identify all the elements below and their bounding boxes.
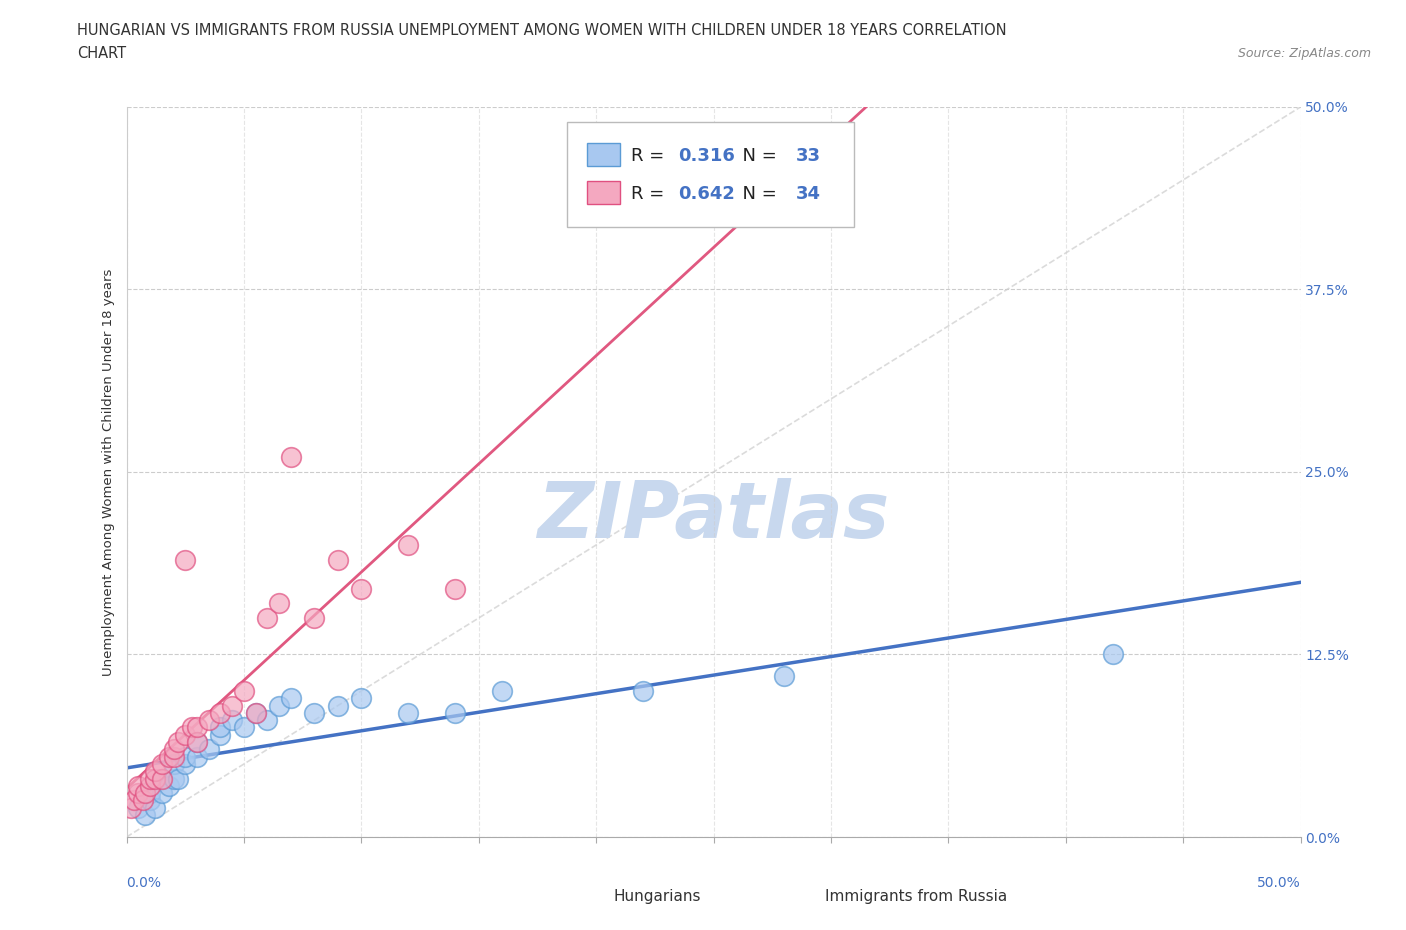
Point [127,778,149,793]
Text: HUNGARIAN VS IMMIGRANTS FROM RUSSIA UNEMPLOYMENT AMONG WOMEN WITH CHILDREN UNDER: HUNGARIAN VS IMMIGRANTS FROM RUSSIA UNEM… [77,23,1007,38]
Point [127,801,149,816]
Point [245,706,267,721]
Point [162,742,184,757]
Point [139,793,162,808]
Point [150,786,173,801]
Point [181,720,204,735]
Y-axis label: Unemployment Among Women with Children Under 18 years: Unemployment Among Women with Children U… [101,268,115,676]
Point [139,771,162,786]
Point [157,750,180,764]
Point [233,720,256,735]
Point [444,581,467,596]
Point [150,757,173,772]
Text: 0.642: 0.642 [678,185,735,203]
Point [174,552,197,567]
Text: N =: N = [731,147,783,165]
Point [143,801,166,816]
Text: CHART: CHART [77,46,127,61]
Point [197,742,219,757]
Point [326,552,349,567]
Point [134,807,156,822]
Point [256,712,278,727]
Point [304,611,326,626]
Point [444,706,467,721]
Point [162,750,184,764]
Text: Immigrants from Russia: Immigrants from Russia [825,889,1007,904]
Point [174,727,197,742]
Point [350,691,373,706]
Point [174,750,197,764]
Point [396,706,419,721]
Text: N =: N = [731,185,783,203]
Point [134,786,156,801]
Point [209,706,232,721]
Point [350,581,373,596]
Point [150,771,173,786]
Point [221,712,243,727]
Point [491,684,513,698]
Point [197,712,219,727]
Point [1101,647,1123,662]
Point [157,778,180,793]
Point [209,720,232,735]
Point [162,757,184,772]
FancyBboxPatch shape [567,122,855,228]
Point [186,750,208,764]
Point [143,764,166,778]
Text: R =: R = [631,147,671,165]
Point [326,698,349,713]
Point [120,801,142,816]
Text: 0.0%: 0.0% [127,876,162,890]
Point [396,538,419,552]
Text: Source: ZipAtlas.com: Source: ZipAtlas.com [1237,46,1371,60]
Point [186,735,208,750]
Point [304,706,326,721]
Point [167,735,190,750]
Point [139,786,162,801]
Point [139,778,162,793]
FancyBboxPatch shape [586,142,620,166]
Point [280,691,302,706]
Text: ZIPatlas: ZIPatlas [537,478,890,553]
Point [269,698,291,713]
Point [167,771,190,786]
Point [150,771,173,786]
Point [143,771,166,786]
Point [186,720,208,735]
Point [245,706,267,721]
Point [773,669,796,684]
Text: 50.0%: 50.0% [1257,876,1301,890]
Point [186,735,208,750]
Point [209,727,232,742]
Point [127,786,149,801]
Point [174,757,197,772]
FancyBboxPatch shape [567,884,602,912]
Point [162,771,184,786]
Point [132,793,155,808]
Point [631,684,654,698]
Point [122,793,145,808]
Point [269,596,291,611]
Point [280,450,302,465]
FancyBboxPatch shape [586,180,620,204]
Point [221,698,243,713]
Text: Hungarians: Hungarians [614,889,702,904]
Text: 0.316: 0.316 [678,147,735,165]
FancyBboxPatch shape [778,884,813,912]
Point [256,611,278,626]
Text: 33: 33 [796,147,821,165]
Point [233,684,256,698]
Text: 34: 34 [796,185,821,203]
Text: R =: R = [631,185,671,203]
